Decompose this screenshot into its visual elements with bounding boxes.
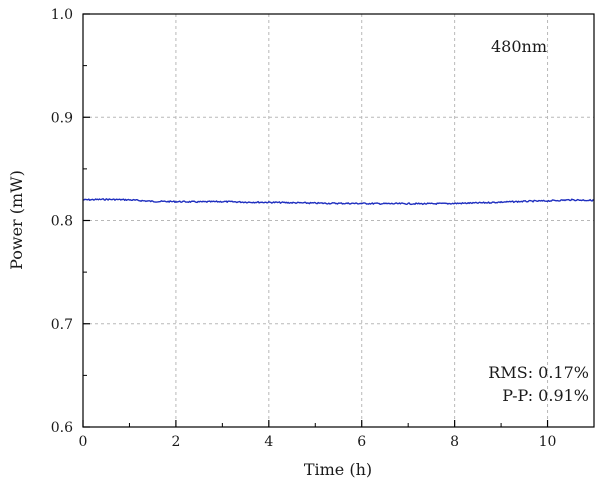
x-tick-label: 0	[79, 434, 88, 450]
power-series-line	[82, 198, 595, 206]
series-layer	[82, 198, 595, 206]
x-axis-title: Time (h)	[304, 460, 372, 479]
y-tick-label: 0.9	[51, 110, 73, 126]
x-tick-label: 2	[171, 434, 180, 450]
y-tick-label: 1.0	[51, 7, 73, 23]
x-tick-label: 4	[264, 434, 273, 450]
y-tick-label: 0.7	[51, 317, 73, 333]
x-tick-label: 8	[450, 434, 459, 450]
tick-marks	[82, 13, 549, 428]
rms-label: RMS: 0.17%	[488, 363, 589, 382]
tick-labels: 0 2 4 6 8 10 0.6 0.7 0.8 0.9 1.0	[51, 7, 557, 450]
y-tick-label: 0.8	[51, 214, 73, 230]
peak-to-peak-label: P-P: 0.91%	[502, 386, 589, 405]
wavelength-label: 480nm	[491, 37, 547, 56]
x-tick-label: 6	[357, 434, 366, 450]
y-axis-title: Power (mW)	[7, 170, 26, 270]
y-tick-label: 0.6	[51, 420, 73, 436]
x-tick-label: 10	[539, 434, 557, 450]
grid	[83, 14, 594, 427]
